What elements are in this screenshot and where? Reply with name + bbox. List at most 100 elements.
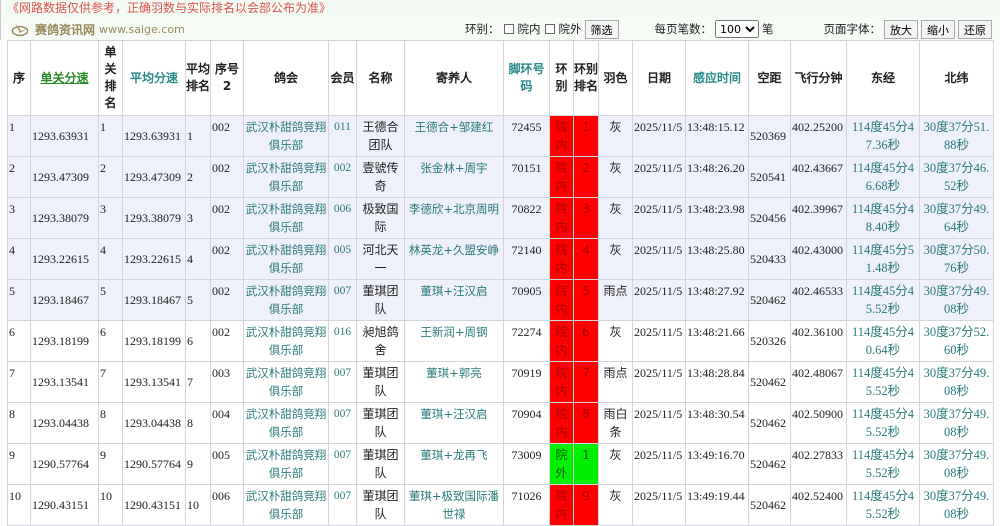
cell-latitude: 30度37分51.88秒 (919, 115, 994, 157)
cell-avg-speed: 1293.63931 (122, 115, 186, 157)
cell-name: 极致国际 (356, 197, 405, 239)
cell-owner[interactable]: 王新润+周钢 (404, 320, 504, 362)
header-avg-speed[interactable]: 平均分速 (122, 40, 186, 116)
font-reset-button[interactable]: 还原 (958, 19, 992, 39)
cell-latitude: 30度37分49.64秒 (919, 197, 994, 239)
header-seq2: 序号2 (210, 40, 244, 116)
cell-member[interactable]: 007 (328, 279, 357, 321)
cell-ring-number: 72140 (503, 238, 550, 280)
cell-ring-rank: 1 (573, 443, 599, 485)
cell-avg-rank: 5 (185, 279, 211, 321)
cell-flight-minutes: 402.52400 (790, 484, 847, 526)
cell-club[interactable]: 武汉朴甜鸽竞翔俱乐部 (243, 115, 329, 157)
per-page-select[interactable]: 100 (715, 20, 759, 38)
ring-label: 环别： (465, 22, 500, 36)
cell-ring-type: 院内 (549, 197, 574, 239)
cell-avg-speed: 1290.43151 (122, 484, 186, 526)
font-bigger-button[interactable]: 放大 (884, 19, 918, 39)
cell-arrival-time: 13:48:21.66 (685, 320, 749, 362)
cell-latitude: 30度37分49.08秒 (919, 361, 994, 403)
cell-flight-minutes: 402.43667 (790, 156, 847, 198)
cell-seq2: 002 (210, 156, 244, 198)
cell-owner[interactable]: 董琪+郭亮 (404, 361, 504, 403)
header-arrival-time[interactable]: 感应时间 (685, 40, 749, 116)
cell-club[interactable]: 武汉朴甜鸽竞翔俱乐部 (243, 484, 329, 526)
cell-latitude: 30度37分50.76秒 (919, 238, 994, 280)
cell-distance: 520462 (748, 279, 791, 321)
cell-ring-number: 72274 (503, 320, 550, 362)
cell-seq: 2 (7, 156, 31, 198)
cell-ring-rank: 5 (573, 279, 599, 321)
cell-member[interactable]: 007 (328, 484, 357, 526)
cell-avg-speed: 1290.57764 (122, 443, 186, 485)
cell-member[interactable]: 007 (328, 361, 357, 403)
toolbar: 赛鸽资讯网 www.saige.com 环别： 院内 院外 筛选 每页笔数： 1… (0, 18, 1000, 40)
filter-button[interactable]: 筛选 (584, 19, 619, 39)
cell-single-speed: 1293.04438 (30, 402, 99, 444)
cell-club[interactable]: 武汉朴甜鸽竞翔俱乐部 (243, 156, 329, 198)
cell-single-speed: 1293.63931 (30, 115, 99, 157)
cell-member[interactable]: 002 (328, 156, 357, 198)
outside-checkbox[interactable] (544, 24, 555, 34)
cell-owner[interactable]: 李德欣+北京周明 (404, 197, 504, 239)
cell-owner[interactable]: 董琪+龙再飞 (404, 443, 504, 485)
cell-single-rank: 6 (98, 320, 123, 362)
cell-avg-speed: 1293.18467 (122, 279, 186, 321)
cell-seq2: 002 (210, 115, 244, 157)
cell-member[interactable]: 006 (328, 197, 357, 239)
cell-name: 王德合团队 (356, 115, 405, 157)
cell-seq: 10 (7, 484, 31, 526)
cell-single-rank: 9 (98, 443, 123, 485)
cell-date: 2025/11/5 (632, 443, 686, 485)
cell-avg-rank: 9 (185, 443, 211, 485)
cell-flight-minutes: 402.36100 (790, 320, 847, 362)
cell-owner[interactable]: 董琪+极致国际潘世禄 (404, 484, 504, 526)
cell-club[interactable]: 武汉朴甜鸽竞翔俱乐部 (243, 443, 329, 485)
cell-longitude: 114度45分45.52秒 (846, 443, 920, 485)
cell-club[interactable]: 武汉朴甜鸽竞翔俱乐部 (243, 238, 329, 280)
font-smaller-button[interactable]: 缩小 (921, 19, 955, 39)
ring-filter: 环别： 院内 院外 筛选 (465, 19, 619, 39)
cell-member[interactable]: 007 (328, 443, 357, 485)
cell-owner[interactable]: 张金林+周宇 (404, 156, 504, 198)
cell-single-speed: 1290.57764 (30, 443, 99, 485)
cell-owner[interactable]: 董琪+汪汉启 (404, 279, 504, 321)
cell-seq2: 003 (210, 361, 244, 403)
cell-member[interactable]: 007 (328, 402, 357, 444)
cell-arrival-time: 13:48:30.54 (685, 402, 749, 444)
inside-checkbox[interactable] (503, 24, 514, 34)
cell-club[interactable]: 武汉朴甜鸽竞翔俱乐部 (243, 361, 329, 403)
per-page-label: 每页笔数： (654, 22, 713, 36)
cell-ring-rank: 9 (573, 484, 599, 526)
cell-club[interactable]: 武汉朴甜鸽竞翔俱乐部 (243, 402, 329, 444)
table-row: 6 1293.18199 6 1293.18199 6 002 武汉朴甜鸽竞翔俱乐部 016 昶… (7, 320, 994, 362)
cell-ring-number: 73009 (503, 443, 550, 485)
cell-ring-rank: 8 (573, 402, 599, 444)
cell-seq2: 002 (210, 197, 244, 239)
cell-flight-minutes: 402.46533 (790, 279, 847, 321)
cell-club[interactable]: 武汉朴甜鸽竞翔俱乐部 (243, 197, 329, 239)
cell-date: 2025/11/5 (632, 197, 686, 239)
font-label: 页面字体： (823, 22, 882, 36)
cell-date: 2025/11/5 (632, 156, 686, 198)
cell-member[interactable]: 016 (328, 320, 357, 362)
cell-longitude: 114度45分47.36秒 (846, 115, 920, 157)
cell-single-speed: 1293.13541 (30, 361, 99, 403)
header-avg-rank: 平均排名 (185, 40, 211, 116)
cell-latitude: 30度37分49.08秒 (919, 402, 994, 444)
cell-single-rank: 3 (98, 197, 123, 239)
cell-club[interactable]: 武汉朴甜鸽竞翔俱乐部 (243, 320, 329, 362)
header-single-speed[interactable]: 单关分速 (30, 40, 99, 116)
cell-owner[interactable]: 董琪+汪汉启 (404, 402, 504, 444)
cell-member[interactable]: 005 (328, 238, 357, 280)
cell-name: 董琪团队 (356, 443, 405, 485)
cell-owner[interactable]: 王德合+邹建红 (404, 115, 504, 157)
cell-longitude: 114度45分40.64秒 (846, 320, 920, 362)
cell-avg-rank: 2 (185, 156, 211, 198)
cell-longitude: 114度45分46.68秒 (846, 156, 920, 198)
header-ring-number[interactable]: 脚环号码 (503, 40, 550, 116)
cell-single-rank: 10 (98, 484, 123, 526)
cell-owner[interactable]: 林英龙+久盟安峥 (404, 238, 504, 280)
cell-member[interactable]: 011 (328, 115, 357, 157)
cell-club[interactable]: 武汉朴甜鸽竞翔俱乐部 (243, 279, 329, 321)
